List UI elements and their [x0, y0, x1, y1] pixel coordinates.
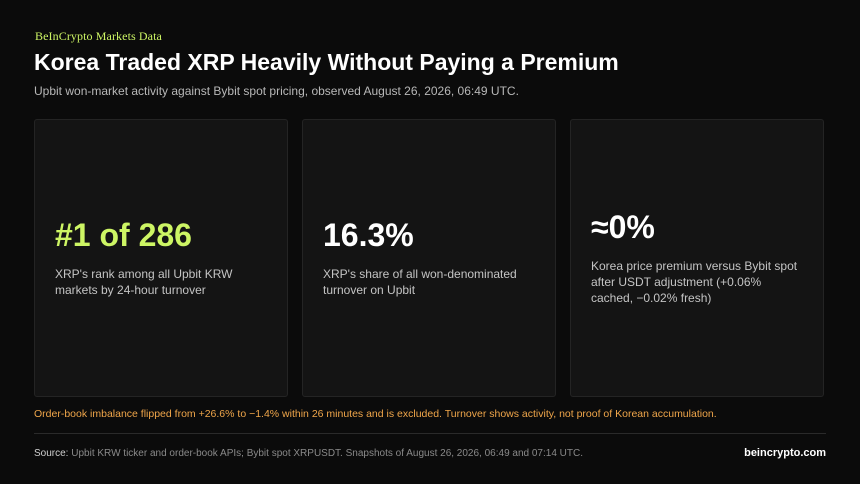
stat-desc-rank: XRP's rank among all Upbit KRW markets b… [55, 267, 233, 297]
stat-value-share: 16.3% [323, 217, 414, 253]
stat-card-share: 16.3% XRP's share of all won-denominated… [302, 119, 556, 397]
site-link[interactable]: beincrypto.com [744, 447, 826, 459]
page-subtitle: Upbit won-market activity against Bybit … [34, 84, 519, 98]
source-text: Upbit KRW ticker and order-book APIs; By… [71, 448, 584, 459]
eyebrow-label: BeInCrypto Markets Data [35, 29, 162, 43]
source-label: Source: [34, 448, 69, 459]
stat-desc-share: XRP's share of all won-denominated turno… [323, 267, 517, 297]
footer-divider [34, 433, 826, 434]
stat-card-premium: ≈0% Korea price premium versus Bybit spo… [570, 119, 824, 397]
stat-desc-premium: Korea price premium versus Bybit spot af… [591, 259, 798, 305]
source-line: Source: Upbit KRW ticker and order-book … [34, 448, 583, 459]
stat-value-premium: ≈0% [591, 209, 655, 245]
stat-value-rank: #1 of 286 [55, 217, 192, 253]
stat-cards: #1 of 286 XRP's rank among all Upbit KRW… [34, 119, 826, 398]
page-title: Korea Traded XRP Heavily Without Paying … [34, 49, 619, 75]
caveat-note: Order-book imbalance flipped from +26.6%… [34, 408, 717, 420]
stat-card-rank: #1 of 286 XRP's rank among all Upbit KRW… [34, 119, 288, 397]
